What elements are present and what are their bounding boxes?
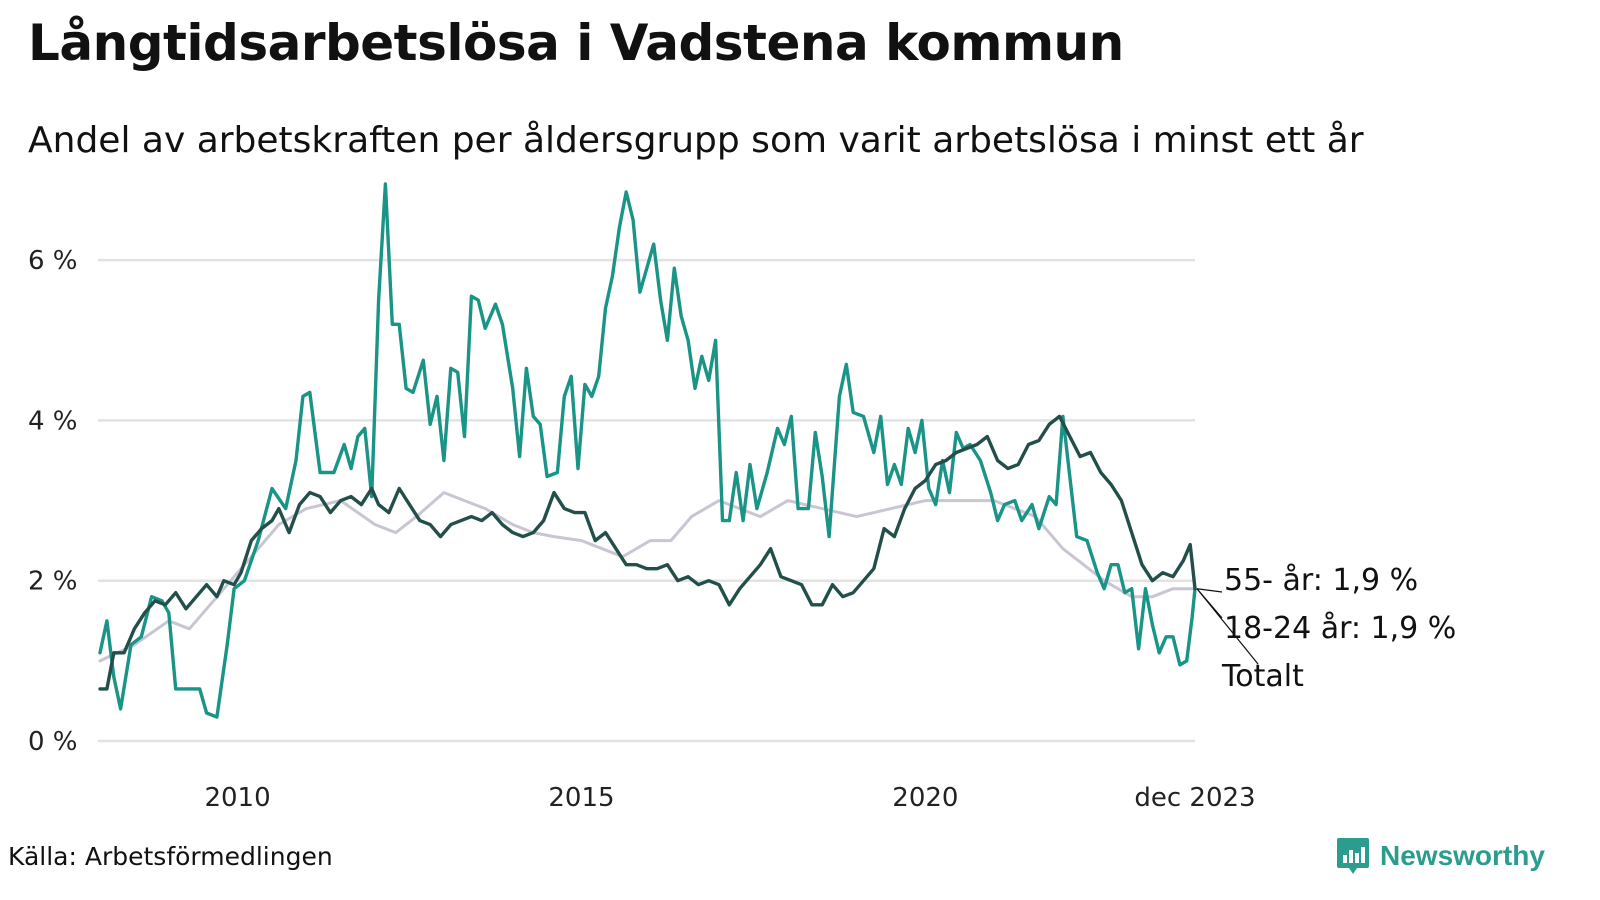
chart-subtitle: Andel av arbetskraften per åldersgrupp s… [28, 120, 1364, 161]
x-axis: 2010 2015 2020 dec 2023 [204, 783, 1255, 813]
series-end-label: 55- år: 1,9 % [1224, 563, 1418, 598]
newsworthy-logo[interactable]: Newsworthy [1336, 836, 1545, 876]
series-end-label: Totalt [1221, 659, 1304, 694]
series-end-label: 18-24 år: 1,9 % [1224, 611, 1456, 646]
x-tick-label: 2010 [204, 783, 270, 813]
leader-line [1196, 588, 1223, 619]
x-tick-label: 2020 [892, 783, 958, 813]
x-tick-label: dec 2023 [1134, 783, 1255, 813]
newsworthy-logo-text: Newsworthy [1380, 840, 1545, 871]
y-tick-label: 0 % [28, 727, 78, 757]
source-note: Källa: Arbetsförmedlingen [8, 842, 333, 871]
y-tick-label: 2 % [28, 567, 78, 597]
newsworthy-logo-icon [1337, 838, 1369, 874]
y-tick-label: 6 % [28, 246, 78, 276]
series-line-18-24 [98, 182, 1197, 719]
gridlines [98, 258, 1195, 743]
chart-title: Långtidsarbetslösa i Vadstena kommun [28, 14, 1124, 72]
x-tick-label: 2015 [548, 783, 614, 813]
series-lines [98, 182, 1197, 719]
y-tick-label: 4 % [28, 406, 78, 436]
y-axis: 0 % 2 % 4 % 6 % [28, 246, 78, 757]
series-line-55-plus [98, 414, 1197, 691]
leader-line [1196, 588, 1223, 593]
end-labels: Totalt 18-24 år: 1,9 % 55- år: 1,9 % [1196, 563, 1456, 694]
